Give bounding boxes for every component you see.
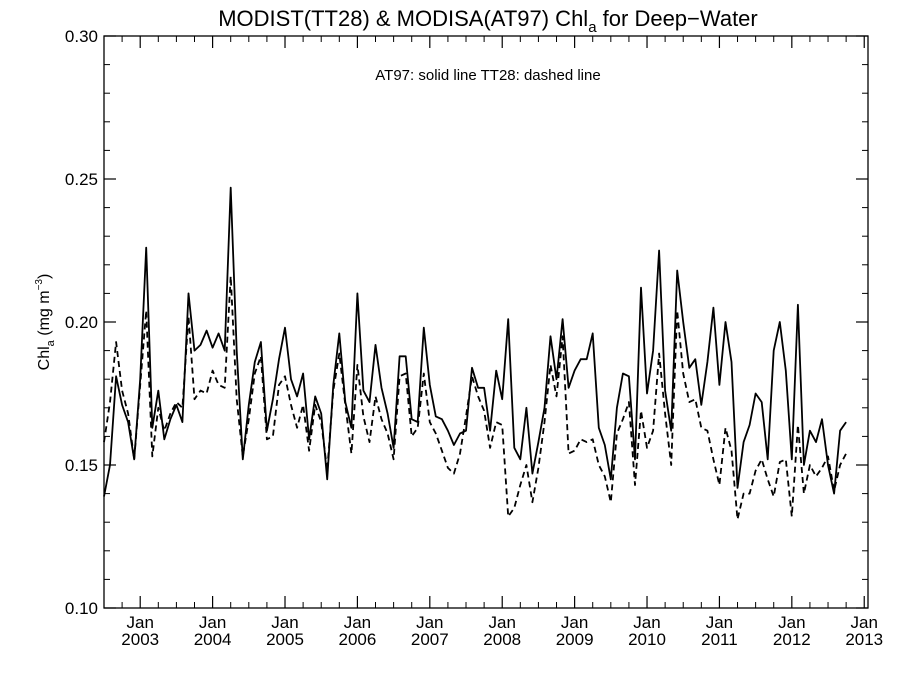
x-tick-label-year: 2006 xyxy=(338,630,376,649)
y-axis-label: Chla (mg m−3) xyxy=(34,274,57,371)
x-tick-label-year: 2007 xyxy=(411,630,449,649)
x-tick-label-year: 2003 xyxy=(121,630,159,649)
x-tick-label-month: Jan xyxy=(199,613,226,632)
x-tick-label-month: Jan xyxy=(344,613,371,632)
x-tick-label-month: Jan xyxy=(561,613,588,632)
x-tick-label-month: Jan xyxy=(126,613,153,632)
y-axis-label-subscript: a xyxy=(45,339,57,346)
series-lines xyxy=(103,186,847,521)
chart-title-subscript: a xyxy=(588,19,597,36)
y-tick-label: 0.25 xyxy=(65,170,98,189)
y-axis-label-main: Chl xyxy=(36,346,53,370)
x-tick-label-year: 2009 xyxy=(556,630,594,649)
series-line-at97 xyxy=(103,186,847,497)
plot-frame xyxy=(103,35,869,609)
axis-ticks xyxy=(103,35,868,609)
x-tick-label-month: Jan xyxy=(706,613,733,632)
chart-title-main: MODIST(TT28) & MODISA(AT97) Chl xyxy=(218,6,588,31)
chart-title: MODIST(TT28) & MODISA(AT97) Chla for Dee… xyxy=(218,6,758,36)
x-tick-label-year: 2008 xyxy=(483,630,521,649)
x-tick-label-year: 2013 xyxy=(845,630,883,649)
series-line-tt28 xyxy=(103,275,847,521)
x-tick-label-month: Jan xyxy=(489,613,516,632)
x-tick-label-month: Jan xyxy=(633,613,660,632)
x-tick-label-month: Jan xyxy=(416,613,443,632)
x-tick-label-month: Jan xyxy=(271,613,298,632)
y-tick-label: 0.30 xyxy=(65,27,98,46)
y-axis-label-exponent: −3 xyxy=(34,279,45,291)
y-tick-label: 0.20 xyxy=(65,313,98,332)
x-tick-label-month: Jan xyxy=(851,613,878,632)
x-tick-label-year: 2005 xyxy=(266,630,304,649)
y-tick-label: 0.10 xyxy=(65,599,98,618)
y-tick-label: 0.15 xyxy=(65,456,98,475)
y-axis-label-close: ) xyxy=(36,274,53,279)
x-tick-label-month: Jan xyxy=(778,613,805,632)
chart-title-suffix: for Deep−Water xyxy=(597,6,758,31)
x-tick-label-year: 2010 xyxy=(628,630,666,649)
x-tick-label-year: 2004 xyxy=(194,630,232,649)
x-tick-label-year: 2012 xyxy=(773,630,811,649)
y-axis-label-units: (mg m xyxy=(36,290,53,340)
x-tick-label-year: 2011 xyxy=(701,630,738,649)
tick-labels: 0.100.150.200.250.30Jan2003Jan2004Jan200… xyxy=(65,27,883,649)
legend-annotation: AT97: solid line TT28: dashed line xyxy=(375,67,600,84)
